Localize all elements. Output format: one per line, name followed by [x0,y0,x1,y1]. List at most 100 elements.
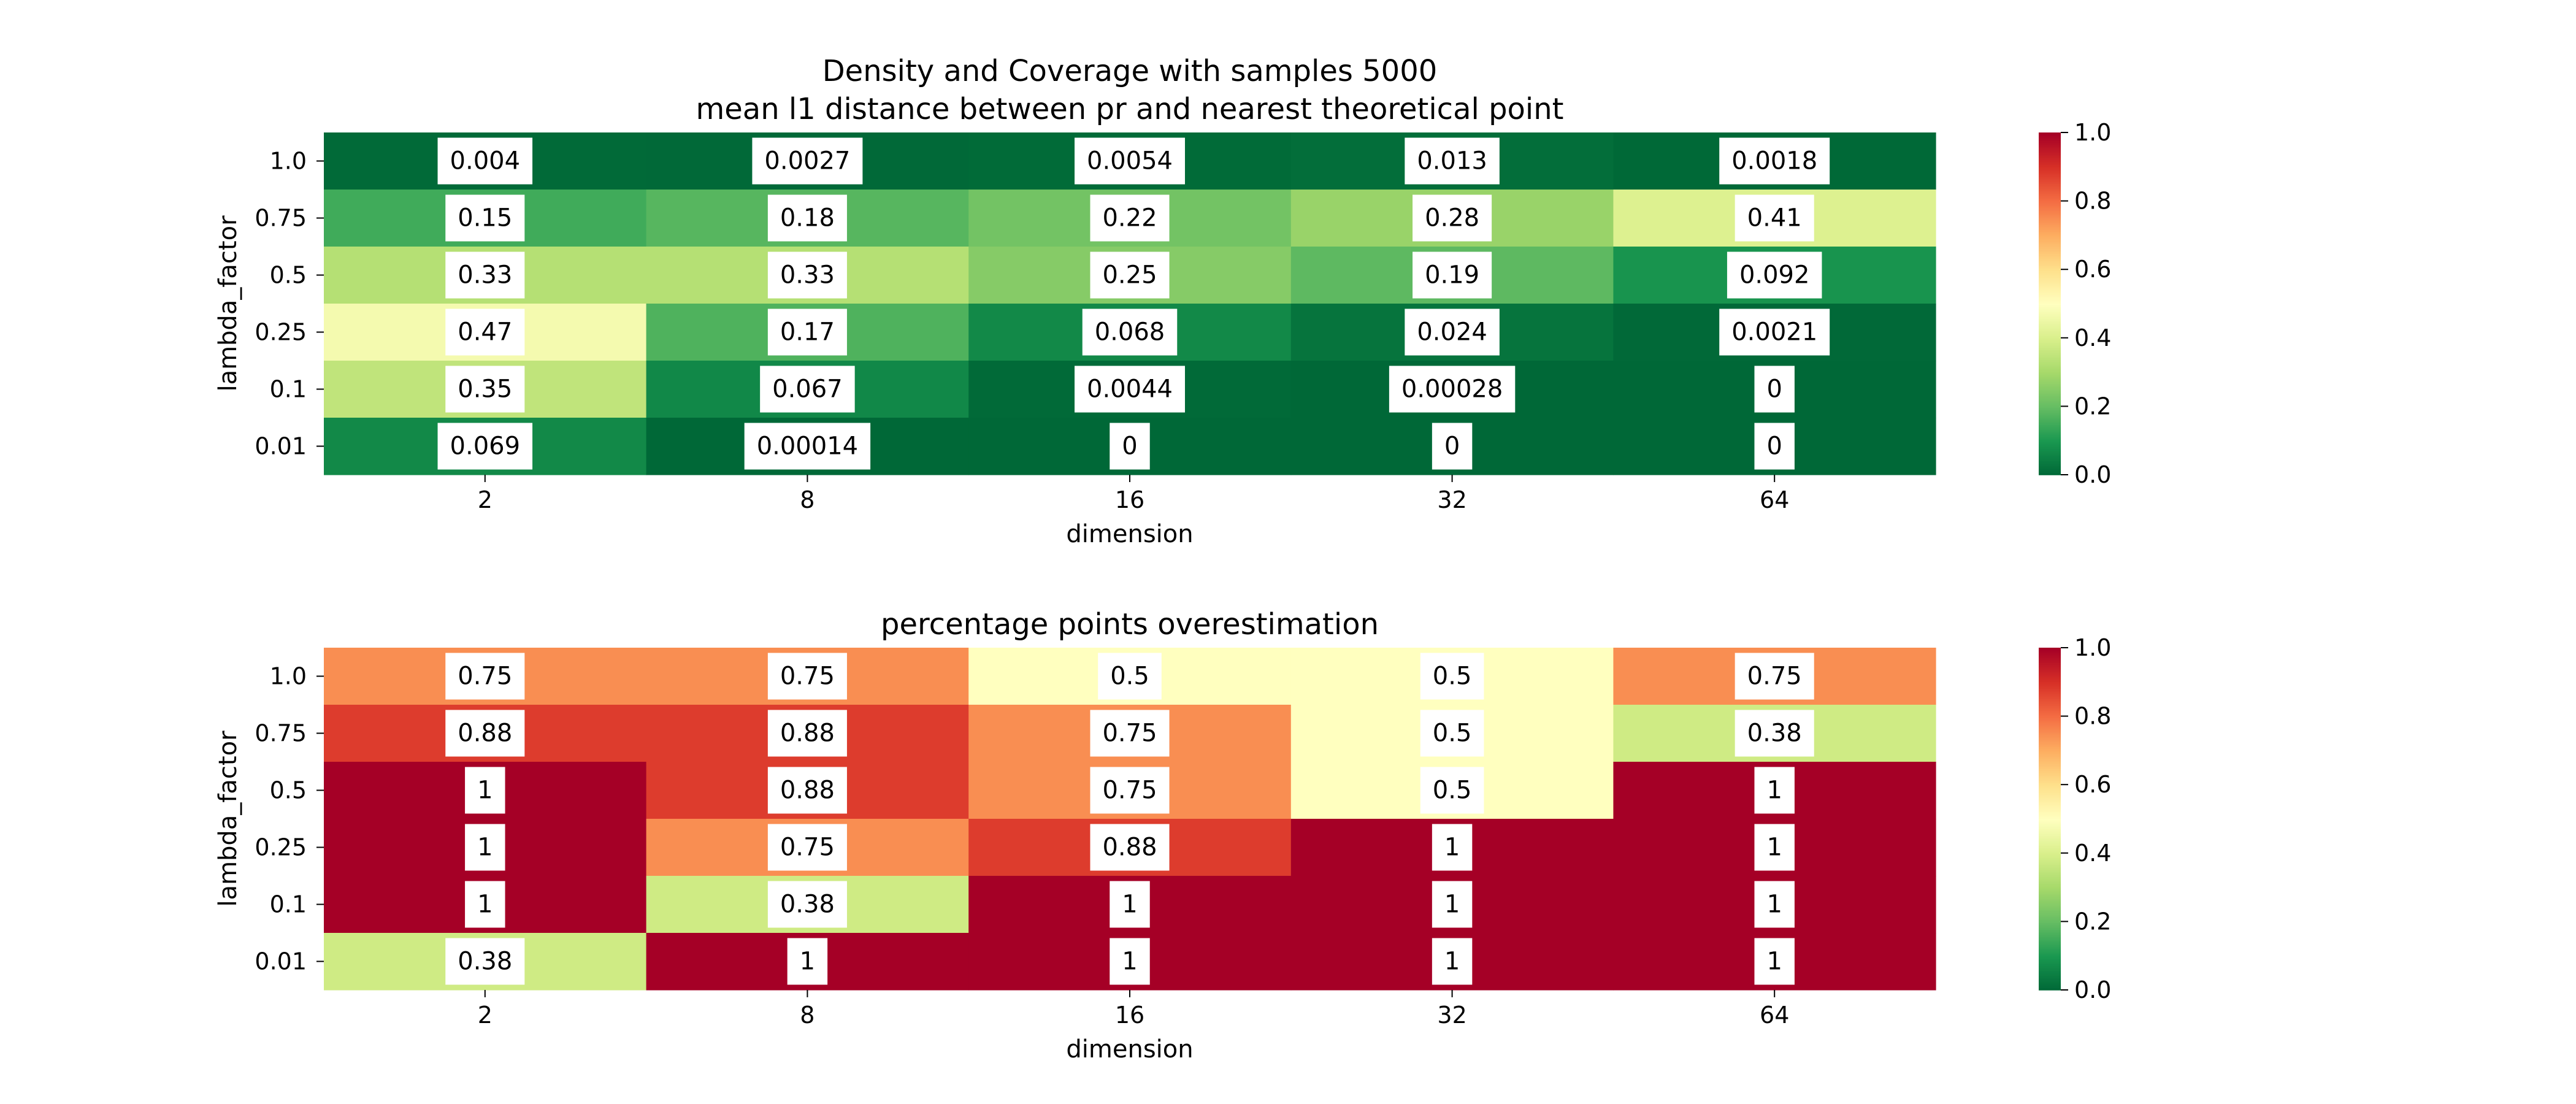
cell-label-box [1413,194,1492,242]
colorbar-segment [2039,397,2061,401]
colorbar-segment [2039,826,2061,828]
colorbar-segment [2039,197,2061,200]
cell-label-box [1090,824,1170,871]
colorbar-segment [2039,430,2061,433]
cell-label: 1 [1444,834,1460,862]
colorbar-segment [2039,817,2061,819]
x-tick-label: 2 [478,486,493,513]
colorbar-segment [2039,656,2061,659]
colorbar-segment [2039,247,2061,250]
colorbar-segment [2039,719,2061,722]
colorbar-segment [2039,304,2061,306]
cell-label-box [787,938,828,985]
colorbar-segment [2039,649,2061,652]
colorbar-segment [2039,439,2061,441]
colorbar-segment [2039,965,2061,968]
colorbar-segment [2039,932,2061,934]
colorbar-segment [2039,654,2061,657]
x-tick-label: 32 [1437,1002,1466,1029]
colorbar-segment [2039,389,2061,392]
colorbar-segment [2039,863,2061,866]
colorbar-segment [2039,132,2061,135]
colorbar-segment [2039,700,2061,703]
colorbar-segment [2039,984,2061,987]
colorbar-segment [2039,716,2061,719]
colorbar-segment [2039,822,2061,825]
colorbar-segment [2039,226,2061,229]
colorbar: 0.0 0.2 0.4 0.6 0.8 1.0 [2039,119,2111,488]
colorbar-segment [2039,653,2061,655]
colorbar-segment [2039,940,2061,943]
colorbar-segment [2039,904,2061,907]
colorbar-segment [2039,289,2061,293]
colorbar-segment [2039,401,2061,404]
colorbar-segment [2039,336,2061,339]
colorbar-segment [2039,895,2061,899]
colorbar-segment [2039,892,2061,895]
colorbar-segment [2039,733,2061,736]
colorbar-segment [2039,204,2061,207]
colorbar-segment [2039,137,2061,140]
colorbar-segment [2039,648,2061,650]
cell-label: 0.0021 [1731,318,1817,347]
colorbar-segment [2039,815,2061,818]
colorbar-segment [2039,372,2061,375]
colorbar-segment [2039,974,2061,977]
colorbar-segment [2039,209,2061,212]
colorbar-segment [2039,735,2061,737]
colorbar-tick-label: 0.0 [2074,461,2111,488]
colorbar-segment [2039,415,2061,417]
colorbar-segment [2039,155,2061,157]
colorbar-segment [2039,827,2061,830]
colorbar-segment [2039,657,2061,661]
colorbar-segment [2039,382,2061,385]
colorbar-segment [2039,875,2061,878]
cell-label: 0.41 [1747,204,1802,232]
cell-label-box [1098,653,1162,700]
colorbar-segment [2039,231,2061,234]
cell-label-box [1413,251,1492,299]
colorbar-tick-label: 0.6 [2074,771,2111,798]
cell-label-box [1719,309,1830,356]
colorbar-segment [2039,300,2061,303]
colorbar-segment [2039,391,2061,393]
colorbar-segment [2039,746,2061,749]
cell-annotations: 0.004 0.0027 0.0054 0.013 0.0018 0.15 0.18 0.22… [437,137,1830,470]
colorbar-segment [2039,305,2061,308]
cell-label: 0.28 [1425,204,1479,232]
y-tick-label: 0.1 [270,891,307,918]
colorbar-segment [2039,664,2061,667]
colorbar-segment [2039,721,2061,724]
colorbar-segment [2039,367,2061,369]
cell-label: 0.88 [780,776,835,805]
colorbar-segment [2039,856,2061,859]
colorbar-segment [2039,913,2061,916]
colorbar-segment [2039,776,2061,778]
colorbar-segment [2039,729,2061,732]
colorbar-segment [2039,935,2061,938]
colorbar-segment [2039,841,2061,843]
colorbar-segment [2039,728,2061,730]
colorbar-segment [2039,659,2061,662]
colorbar-segment [2039,243,2061,246]
colorbar-segment [2039,252,2061,255]
x-tick-label: 32 [1437,486,1466,513]
colorbar-segment [2039,724,2061,727]
colorbar-tick-label: 1.0 [2074,634,2111,661]
colorbar-segment [2039,949,2061,951]
colorbar-segment [2039,418,2061,421]
colorbar-segment [2039,264,2061,267]
colorbar-tick-label: 0.8 [2074,188,2111,215]
colorbar-segment [2039,324,2061,327]
colorbar-segment [2039,923,2061,926]
colorbar-segment [2039,959,2061,962]
colorbar-segment [2039,755,2061,758]
colorbar-segment [2039,261,2061,263]
colorbar-segment [2039,471,2061,474]
colorbar-segment [2039,933,2061,936]
colorbar-segment [2039,288,2061,291]
colorbar-segment [2039,140,2061,144]
colorbar-segment [2039,328,2061,330]
colorbar-segment [2039,146,2061,148]
colorbar-segment [2039,748,2061,751]
